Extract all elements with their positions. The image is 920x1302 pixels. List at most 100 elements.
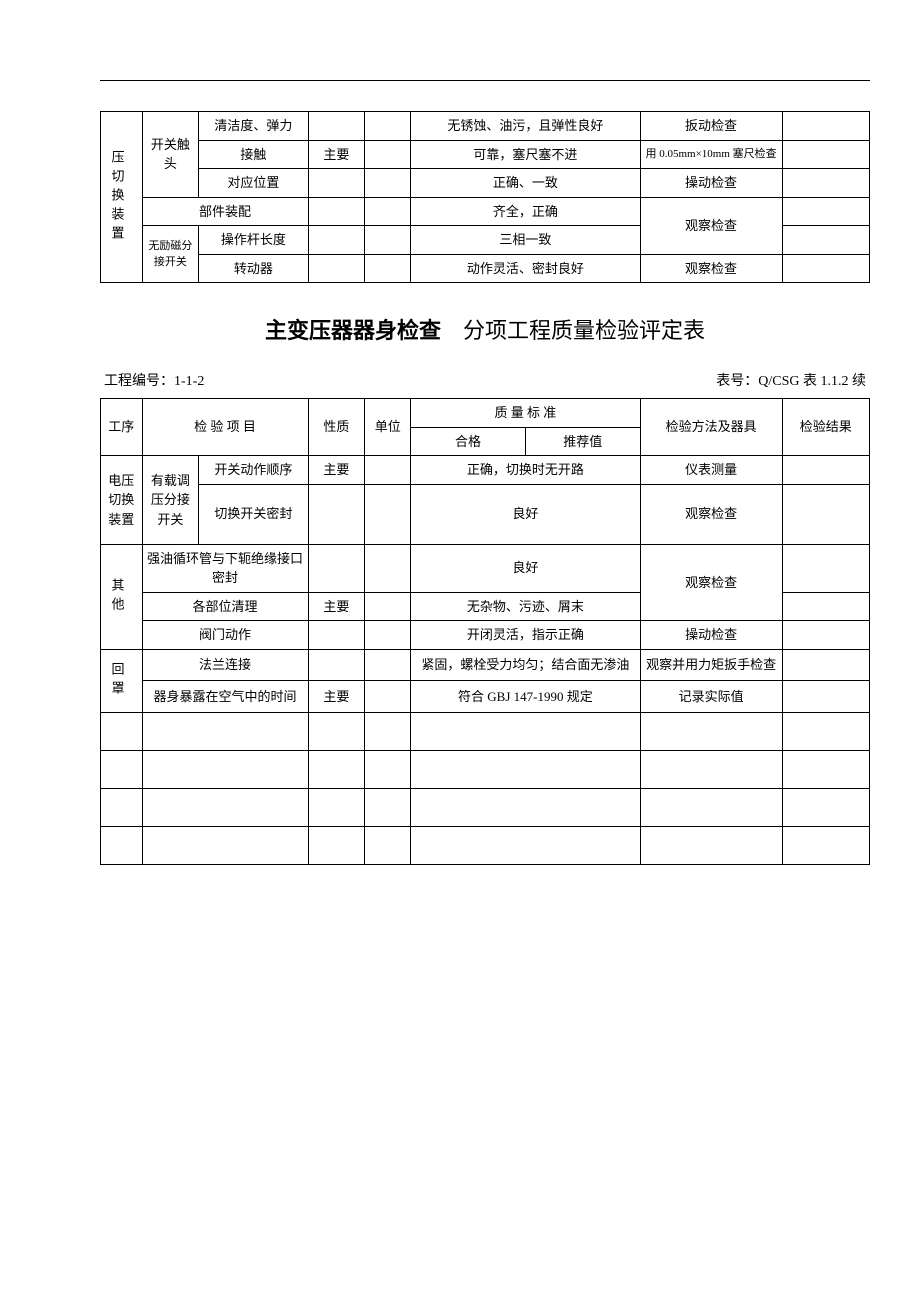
method-cell: 观察检查: [640, 254, 782, 283]
std-cell: 三相一致: [411, 226, 640, 255]
method-cell: 观察检查: [640, 484, 782, 544]
nature-cell: [308, 649, 365, 681]
result-cell: [782, 169, 869, 198]
nature-cell: [308, 169, 365, 198]
result-cell: [782, 649, 869, 681]
header-std: 质 量 标 准: [411, 399, 640, 428]
item-cell: 阀门动作: [142, 621, 308, 650]
item-cell: 部件装配: [142, 197, 308, 226]
nature-cell: [308, 484, 365, 544]
header-std-rec: 推荐值: [525, 427, 640, 456]
nature-cell: [308, 197, 365, 226]
method-cell: 扳动检查: [640, 112, 782, 141]
section-label: 压切换装置: [101, 112, 143, 283]
table-row: 压切换装置 开关触头 清洁度、弹力 无锈蚀、油污，且弹性良好 扳动检查: [101, 112, 870, 141]
item-cell: 切换开关密封: [199, 484, 308, 544]
nature-cell: 主要: [308, 681, 365, 713]
result-cell: [782, 197, 869, 226]
item-cell: 各部位清理: [142, 592, 308, 621]
unit-cell: [365, 197, 411, 226]
empty-row: [101, 826, 870, 864]
method-cell: 仪表测量: [640, 456, 782, 485]
nature-cell: [308, 544, 365, 592]
header-unit: 单位: [365, 399, 411, 456]
std-cell: 无锈蚀、油污，且弹性良好: [411, 112, 640, 141]
table-row: 器身暴露在空气中的时间 主要 符合 GBJ 147-1990 规定 记录实际值: [101, 681, 870, 713]
std-cell: 良好: [411, 544, 640, 592]
result-cell: [782, 484, 869, 544]
result-cell: [782, 544, 869, 592]
empty-row: [101, 750, 870, 788]
form-number: 表号：Q/CSG 表 1.1.2 续: [716, 370, 866, 390]
group-label: 无励磁分接开关: [142, 226, 199, 283]
std-cell: 开闭灵活，指示正确: [411, 621, 640, 650]
std-cell: 正确、一致: [411, 169, 640, 198]
method-cell: 观察检查: [640, 544, 782, 621]
document-title: 主变压器器身检查 分项工程质量检验评定表: [100, 313, 870, 345]
item-cell: 强油循环管与下轭绝缘接口密封: [142, 544, 308, 592]
nature-cell: [308, 621, 365, 650]
item-cell: 操作杆长度: [199, 226, 308, 255]
result-cell: [782, 112, 869, 141]
unit-cell: [365, 140, 411, 169]
unit-cell: [365, 544, 411, 592]
project-number: 工程编号：1-1-2: [104, 370, 204, 390]
std-cell: 齐全，正确: [411, 197, 640, 226]
section-label: 其他: [101, 544, 143, 649]
result-cell: [782, 226, 869, 255]
header-nature: 性质: [308, 399, 365, 456]
nature-cell: [308, 226, 365, 255]
item-cell: 接触: [199, 140, 308, 169]
meta-info: 工程编号：1-1-2 表号：Q/CSG 表 1.1.2 续: [100, 370, 870, 390]
method-cell: 用 0.05mm×10mm 塞尺检查: [640, 140, 782, 169]
item-cell: 法兰连接: [142, 649, 308, 681]
result-cell: [782, 681, 869, 713]
table-row: 其他 强油循环管与下轭绝缘接口密封 良好 观察检查: [101, 544, 870, 592]
method-cell: 观察并用力矩扳手检查: [640, 649, 782, 681]
table-row: 回罩 法兰连接 紧固，螺栓受力均匀；结合面无渗油 观察并用力矩扳手检查: [101, 649, 870, 681]
table-row: 切换开关密封 良好 观察检查: [101, 484, 870, 544]
nature-cell: 主要: [308, 456, 365, 485]
std-cell: 紧固，螺栓受力均匀；结合面无渗油: [411, 649, 640, 681]
unit-cell: [365, 649, 411, 681]
empty-row: [101, 712, 870, 750]
unit-cell: [365, 456, 411, 485]
table-row: 接触 主要 可靠，塞尺塞不进 用 0.05mm×10mm 塞尺检查: [101, 140, 870, 169]
section-label: 回罩: [101, 649, 143, 712]
result-cell: [782, 456, 869, 485]
table-row: 电压切换装置 有载调压分接开关 开关动作顺序 主要 正确，切换时无开路 仪表测量: [101, 456, 870, 485]
method-cell: 操动检查: [640, 169, 782, 198]
item-cell: 器身暴露在空气中的时间: [142, 681, 308, 713]
header-row: 工序 检 验 项 目 性质 单位 质 量 标 准 检验方法及器具 检验结果: [101, 399, 870, 428]
table-row: 部件装配 齐全，正确 观察检查: [101, 197, 870, 226]
unit-cell: [365, 621, 411, 650]
title-normal-part: 分项工程质量检验评定表: [463, 318, 705, 343]
std-cell: 良好: [411, 484, 640, 544]
header-std-pass: 合格: [411, 427, 526, 456]
unit-cell: [365, 112, 411, 141]
page-top-divider: [100, 80, 870, 81]
result-cell: [782, 592, 869, 621]
unit-cell: [365, 169, 411, 198]
item-cell: 清洁度、弹力: [199, 112, 308, 141]
std-cell: 动作灵活、密封良好: [411, 254, 640, 283]
section-label: 电压切换装置: [101, 456, 143, 545]
item-cell: 对应位置: [199, 169, 308, 198]
item-cell: 转动器: [199, 254, 308, 283]
header-result: 检验结果: [782, 399, 869, 456]
header-seq: 工序: [101, 399, 143, 456]
std-cell: 符合 GBJ 147-1990 规定: [411, 681, 640, 713]
nature-cell: [308, 112, 365, 141]
header-item: 检 验 项 目: [142, 399, 308, 456]
table-row: 对应位置 正确、一致 操动检查: [101, 169, 870, 198]
table-row: 转动器 动作灵活、密封良好 观察检查: [101, 254, 870, 283]
empty-row: [101, 788, 870, 826]
title-bold-part: 主变压器器身检查: [265, 318, 441, 343]
std-cell: 正确，切换时无开路: [411, 456, 640, 485]
group-label: 有载调压分接开关: [142, 456, 199, 545]
method-cell: 观察检查: [640, 197, 782, 254]
group-label: 开关触头: [142, 112, 199, 198]
nature-cell: 主要: [308, 140, 365, 169]
inspection-table-1: 压切换装置 开关触头 清洁度、弹力 无锈蚀、油污，且弹性良好 扳动检查 接触 主…: [100, 111, 870, 283]
result-cell: [782, 621, 869, 650]
